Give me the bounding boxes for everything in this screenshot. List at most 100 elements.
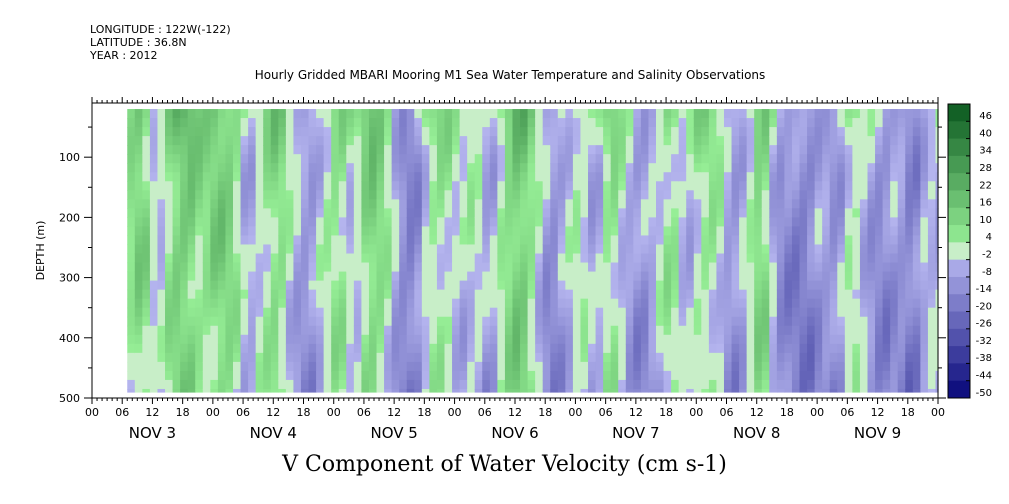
heatmap-cell [807, 325, 816, 336]
heatmap-cell [414, 244, 423, 255]
y-tick-label: 100 [59, 151, 80, 164]
heatmap-cell [799, 154, 808, 164]
heatmap-cell [920, 154, 929, 164]
heatmap-cell [603, 217, 612, 228]
heatmap-cell [474, 199, 483, 209]
heatmap-cell [693, 145, 702, 155]
heatmap-cell [754, 163, 763, 173]
heatmap-cell [187, 289, 196, 300]
heatmap-cell [338, 208, 347, 218]
heatmap-cell [316, 127, 325, 137]
heatmap-cell [844, 334, 853, 345]
heatmap-cell [663, 280, 672, 291]
heatmap-cell [905, 109, 914, 119]
heatmap-cell [134, 235, 143, 246]
heatmap-cell [678, 280, 687, 291]
x-day-label: NOV 8 [733, 424, 780, 442]
heatmap-cell [157, 361, 166, 372]
heatmap-cell [255, 154, 264, 164]
heatmap-cell [671, 316, 680, 327]
heatmap-cell [708, 307, 718, 318]
heatmap-cell [625, 136, 634, 146]
heatmap-cell [761, 370, 770, 381]
heatmap-cell [361, 253, 370, 264]
heatmap-cell [663, 298, 672, 309]
heatmap-cell [671, 262, 680, 273]
heatmap-cell [852, 298, 861, 309]
heatmap-cell [482, 289, 491, 300]
heatmap-cell [867, 208, 876, 218]
heatmap-cell [671, 136, 680, 146]
heatmap-cell [920, 127, 929, 137]
heatmap-cell [580, 352, 589, 363]
heatmap-cell [633, 325, 642, 336]
heatmap-cell [844, 226, 853, 237]
heatmap-cell [739, 208, 748, 218]
heatmap-cell [436, 199, 446, 209]
heatmap-cell [195, 379, 204, 390]
heatmap-cell [293, 379, 302, 390]
heatmap-cell [746, 190, 755, 200]
heatmap-cell [195, 208, 204, 218]
heatmap-cell [731, 199, 740, 209]
heatmap-cell [127, 181, 136, 191]
heatmap-cell [391, 271, 400, 282]
heatmap-cell [187, 343, 196, 354]
heatmap-cell [127, 343, 136, 354]
heatmap-cell [180, 352, 189, 363]
heatmap-cell [172, 127, 181, 137]
heatmap-cell [300, 172, 310, 182]
heatmap-cell [270, 136, 279, 146]
heatmap-cell [240, 316, 249, 327]
heatmap-cell [814, 118, 823, 128]
heatmap-cell [535, 370, 544, 381]
heatmap-cell [572, 370, 582, 381]
heatmap-cell [142, 289, 151, 300]
heatmap-cell [384, 199, 393, 209]
heatmap-cell [678, 388, 687, 393]
heatmap-cell [293, 244, 302, 255]
heatmap-cell [640, 370, 650, 381]
heatmap-cell [233, 172, 242, 182]
heatmap-cell [217, 190, 227, 200]
heatmap-cell [693, 298, 702, 309]
heatmap-cell [572, 136, 582, 146]
heatmap-cell [572, 334, 582, 345]
heatmap-cell [414, 172, 423, 182]
heatmap-cell [338, 172, 347, 182]
heatmap-cell [346, 352, 355, 363]
heatmap-cell [331, 325, 340, 336]
heatmap-cell [353, 109, 363, 119]
heatmap-cell [776, 352, 786, 363]
heatmap-cell [353, 154, 363, 164]
heatmap-cell [520, 289, 529, 300]
heatmap-cell [746, 379, 755, 390]
heatmap-cell [671, 370, 680, 381]
heatmap-cell [165, 217, 174, 228]
heatmap-cell [444, 388, 453, 393]
heatmap-cell [701, 352, 710, 363]
heatmap-cell [467, 316, 476, 327]
heatmap-cell [489, 235, 498, 246]
heatmap-cell [368, 289, 378, 300]
heatmap-cell [527, 388, 536, 393]
heatmap-cell [391, 145, 400, 155]
heatmap-cell [678, 217, 687, 228]
heatmap-cell [165, 271, 174, 282]
heatmap-cell [346, 127, 355, 137]
heatmap-cell [165, 154, 174, 164]
heatmap-cell [565, 199, 574, 209]
heatmap-cell [557, 289, 566, 300]
heatmap-cell [731, 280, 740, 291]
heatmap-cell [527, 316, 536, 327]
heatmap-cell [527, 307, 536, 318]
heatmap-cell [399, 235, 408, 246]
heatmap-cell [270, 217, 279, 228]
heatmap-cell [708, 262, 718, 273]
heatmap-cell [852, 271, 861, 282]
heatmap-cell [671, 271, 680, 282]
heatmap-cell [429, 190, 438, 200]
heatmap-cell [935, 370, 939, 381]
heatmap-cell [572, 199, 582, 209]
heatmap-cell [489, 244, 498, 255]
